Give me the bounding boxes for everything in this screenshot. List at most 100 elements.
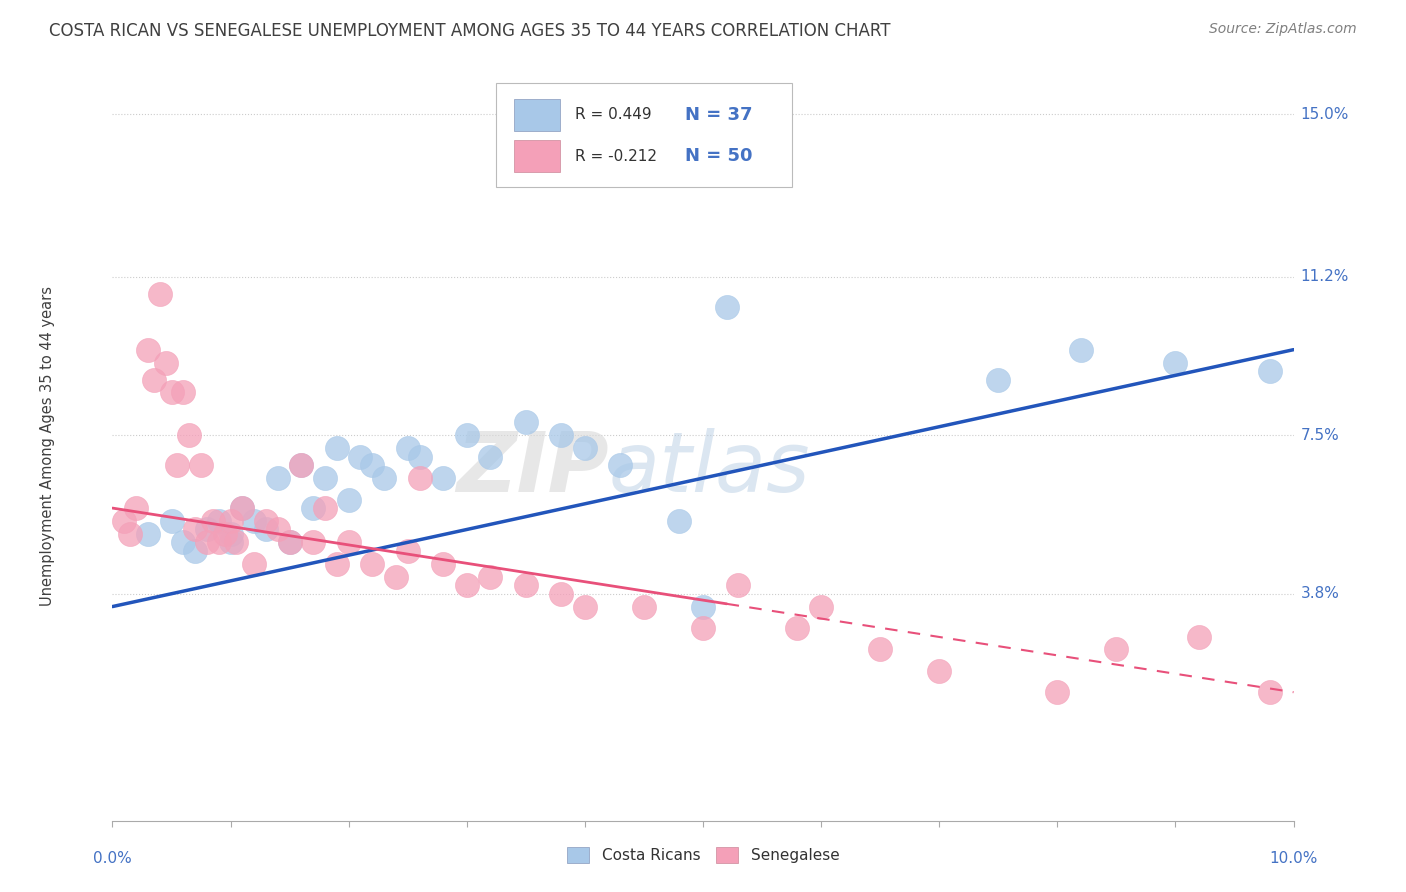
FancyBboxPatch shape (496, 83, 792, 187)
Point (668, 514, 690, 528)
Point (716, 300, 738, 314)
FancyBboxPatch shape (515, 140, 560, 172)
FancyBboxPatch shape (515, 99, 560, 130)
Point (314, 501, 336, 516)
Point (326, 557, 349, 571)
Text: ZIP: ZIP (456, 428, 609, 509)
Point (160, 385, 183, 400)
Point (184, 544, 207, 558)
Point (692, 621, 714, 635)
Point (1258, 364, 1281, 378)
Point (290, 458, 312, 473)
Point (219, 514, 242, 528)
Point (149, 287, 172, 301)
Text: N = 37: N = 37 (685, 106, 752, 124)
Point (479, 569, 502, 583)
Point (201, 514, 224, 528)
Point (550, 428, 572, 442)
Point (609, 458, 631, 473)
Point (120, 526, 142, 541)
Point (267, 471, 290, 485)
Point (278, 535, 301, 549)
Point (195, 535, 218, 549)
Point (214, 526, 236, 541)
Point (987, 373, 1010, 387)
Point (1105, 642, 1128, 657)
Point (1046, 685, 1069, 699)
Point (574, 441, 596, 455)
Text: atlas: atlas (609, 428, 810, 509)
Point (190, 458, 212, 473)
Point (254, 514, 277, 528)
Point (349, 450, 371, 464)
Point (479, 450, 502, 464)
Point (155, 355, 177, 369)
Point (160, 514, 183, 528)
Text: N = 50: N = 50 (685, 147, 752, 165)
Point (219, 535, 242, 549)
Point (1164, 355, 1187, 369)
Text: R = 0.449: R = 0.449 (575, 107, 652, 122)
Point (361, 458, 384, 473)
Point (550, 587, 572, 601)
Point (928, 664, 950, 678)
Text: 15.0%: 15.0% (1301, 107, 1348, 121)
Point (1070, 343, 1092, 357)
Text: COSTA RICAN VS SENEGALESE UNEMPLOYMENT AMONG AGES 35 TO 44 YEARS CORRELATION CHA: COSTA RICAN VS SENEGALESE UNEMPLOYMENT A… (49, 22, 891, 40)
Text: 11.2%: 11.2% (1301, 269, 1348, 285)
Point (385, 569, 408, 583)
Point (408, 471, 430, 485)
Text: 7.5%: 7.5% (1301, 428, 1339, 442)
Point (225, 535, 247, 549)
Point (727, 578, 749, 592)
Point (267, 523, 290, 537)
Point (136, 343, 159, 357)
Text: 10.0%: 10.0% (1270, 851, 1317, 866)
Point (179, 428, 201, 442)
Point (869, 642, 891, 657)
Point (337, 492, 360, 507)
Point (373, 471, 395, 485)
Point (172, 385, 194, 400)
Point (432, 557, 454, 571)
Point (396, 441, 419, 455)
Point (231, 501, 253, 516)
Point (172, 535, 194, 549)
Point (456, 578, 478, 592)
Point (219, 526, 242, 541)
Point (337, 535, 360, 549)
Text: 0.0%: 0.0% (93, 851, 132, 866)
Point (361, 557, 384, 571)
Point (195, 523, 218, 537)
Text: Unemployment Among Ages 35 to 44 years: Unemployment Among Ages 35 to 44 years (39, 286, 55, 606)
Point (396, 544, 419, 558)
Point (290, 458, 312, 473)
Point (125, 501, 148, 516)
Point (786, 621, 808, 635)
Point (231, 501, 253, 516)
Point (208, 535, 231, 549)
Point (243, 557, 266, 571)
Point (1258, 685, 1281, 699)
Text: Source: ZipAtlas.com: Source: ZipAtlas.com (1209, 22, 1357, 37)
Point (166, 458, 188, 473)
Point (302, 535, 325, 549)
Point (456, 428, 478, 442)
Point (692, 599, 714, 614)
Legend: Costa Ricans, Senegalese: Costa Ricans, Senegalese (561, 841, 845, 869)
Point (302, 501, 325, 516)
Point (633, 599, 655, 614)
Point (208, 514, 231, 528)
Point (1188, 630, 1211, 644)
Point (408, 450, 430, 464)
Point (254, 523, 277, 537)
Point (515, 578, 537, 592)
Text: 3.8%: 3.8% (1301, 586, 1340, 601)
Point (432, 471, 454, 485)
Point (112, 514, 135, 528)
Point (810, 599, 832, 614)
Point (574, 599, 596, 614)
Point (326, 441, 349, 455)
Point (314, 471, 336, 485)
Point (136, 526, 159, 541)
